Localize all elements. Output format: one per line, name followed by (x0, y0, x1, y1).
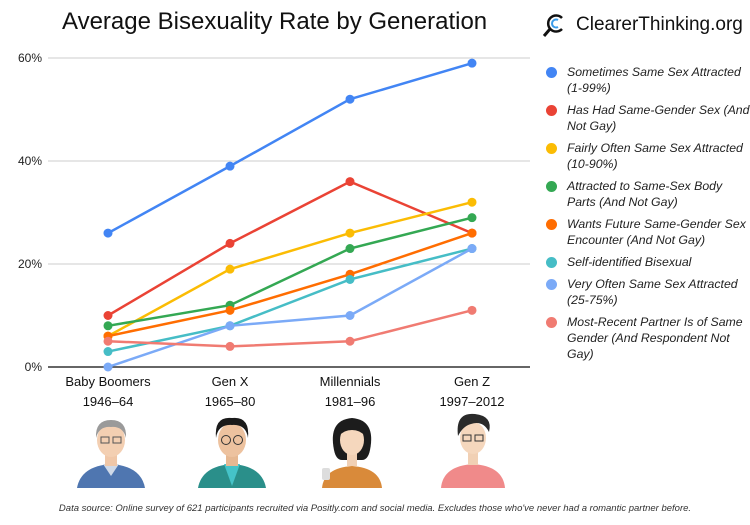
series-line (107, 200, 473, 338)
data-point (225, 305, 235, 315)
x-tick-sublabel: 1981–96 (324, 394, 376, 409)
legend-dot-icon (546, 143, 557, 154)
series-line (107, 309, 473, 348)
legend-item: Fairly Often Same Sex Attracted (10-90%) (544, 140, 750, 172)
data-point (467, 213, 477, 223)
data-point (345, 228, 355, 238)
series-line (107, 247, 473, 369)
data-point (467, 58, 477, 68)
data-point (103, 362, 113, 372)
x-tick-sublabel: 1965–80 (204, 394, 256, 409)
data-point (103, 311, 113, 320)
y-tick-label: 40% (18, 154, 42, 168)
legend-label: Has Had Same-Gender Sex (And Not Gay) (567, 103, 750, 133)
legend-dot-icon (546, 257, 557, 268)
legend-dot-icon (546, 181, 557, 192)
data-point (345, 274, 355, 284)
gen-x-avatar (198, 417, 266, 488)
legend-item: Self-identified Bisexual (544, 254, 750, 270)
x-category: Millennials 1981–96 (280, 372, 420, 412)
data-point (103, 336, 113, 346)
data-point (225, 321, 235, 331)
x-tick-label: Gen Z (453, 374, 491, 389)
magnifier-c-logo-icon (542, 14, 563, 37)
x-tick-sublabel: 1946–64 (82, 394, 134, 409)
data-point (345, 94, 355, 104)
x-category: Gen X 1965–80 (160, 372, 300, 412)
data-point (225, 341, 235, 351)
x-tick-label: Gen X (211, 374, 249, 389)
baby-boomer-avatar (77, 420, 145, 488)
legend-dot-icon (546, 105, 557, 116)
y-tick-label: 60% (18, 51, 42, 65)
data-point (345, 177, 355, 187)
data-point (467, 197, 477, 207)
data-point (225, 264, 235, 274)
series-line (107, 180, 473, 317)
series-line (107, 216, 473, 328)
legend-label: Self-identified Bisexual (567, 255, 692, 269)
line-chart: 0% 20% 40% 60% (18, 51, 530, 374)
legend-label: Wants Future Same-Gender Sex Encounter (… (567, 217, 746, 247)
series-line (107, 247, 473, 353)
legend-item: Wants Future Same-Gender Sex Encounter (… (544, 216, 750, 248)
legend-item: Very Often Same Sex Attracted (25-75%) (544, 276, 750, 308)
data-point (225, 161, 235, 171)
legend-dot-icon (546, 219, 557, 230)
chart-title: Average Bisexuality Rate by Generation (62, 8, 488, 35)
legend-label: Fairly Often Same Sex Attracted (10-90%) (567, 141, 743, 171)
series-line (107, 61, 473, 235)
data-point (467, 305, 477, 315)
data-point (345, 244, 355, 254)
data-point (467, 228, 477, 238)
gen-z-avatar (441, 413, 505, 488)
legend-item: Most-Recent Partner Is of Same Gender (A… (544, 314, 750, 362)
x-tick-label: Millennials (319, 374, 381, 389)
x-tick-sublabel: 1997–2012 (439, 394, 505, 409)
data-point (103, 347, 113, 357)
data-point (467, 244, 477, 254)
y-tick-label: 0% (25, 360, 43, 374)
legend-item: Sometimes Same Sex Attracted (1-99%) (544, 64, 750, 96)
legend-item: Has Had Same-Gender Sex (And Not Gay) (544, 102, 750, 134)
data-point (225, 238, 235, 248)
legend-label: Very Often Same Sex Attracted (25-75%) (567, 277, 738, 307)
x-category: Baby Boomers 1946–64 (38, 372, 178, 412)
legend-item: Attracted to Same-Sex Body Parts (And No… (544, 178, 750, 210)
x-category: Gen Z 1997–2012 (402, 372, 542, 412)
brand-name: ClearerThinking.org (576, 14, 743, 35)
series-line (107, 231, 473, 338)
legend-label: Attracted to Same-Sex Body Parts (And No… (567, 179, 723, 209)
legend-label: Sometimes Same Sex Attracted (1-99%) (567, 65, 741, 95)
legend: Sometimes Same Sex Attracted (1-99%) Has … (544, 64, 750, 368)
data-point (103, 228, 113, 238)
legend-dot-icon (546, 279, 557, 290)
millennial-avatar (322, 418, 382, 488)
data-source-note: Data source: Online survey of 621 partic… (58, 503, 692, 514)
x-tick-label: Baby Boomers (65, 374, 151, 389)
brand-logo: ClearerThinking.org (542, 12, 743, 38)
data-point (345, 311, 355, 320)
legend-dot-icon (546, 67, 557, 78)
data-point (345, 336, 355, 346)
y-tick-label: 20% (18, 257, 42, 271)
legend-dot-icon (546, 317, 557, 328)
legend-label: Most-Recent Partner Is of Same Gender (A… (567, 315, 743, 361)
data-point (103, 321, 113, 331)
